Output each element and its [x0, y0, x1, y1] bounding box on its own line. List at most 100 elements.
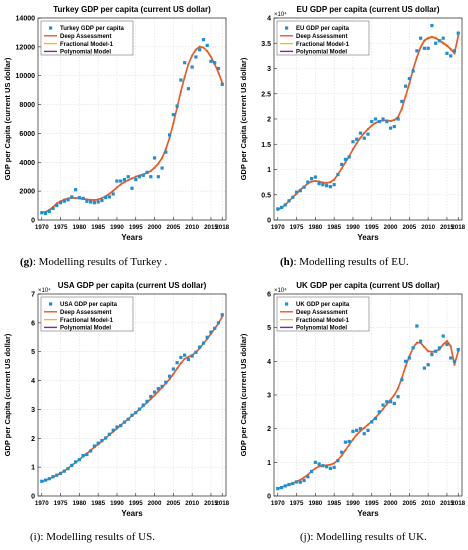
data-point: [51, 475, 55, 479]
data-point: [377, 410, 381, 414]
caption-tag: (h): [280, 256, 294, 268]
deep-marker: [344, 449, 347, 452]
deep-marker: [115, 186, 119, 189]
legend-label-polynomial: Polynomial Model: [60, 326, 111, 332]
data-point: [152, 156, 157, 160]
legend-label-deep: Deep Assessment: [296, 34, 347, 40]
plot-frame: [273, 293, 463, 497]
y-tick-label: 0: [267, 494, 271, 501]
x-axis-label: Years: [357, 233, 379, 242]
data-point: [430, 353, 434, 357]
deep-marker: [449, 48, 452, 51]
x-tick-label: 1985: [91, 224, 105, 231]
data-point: [62, 199, 66, 203]
deep-marker: [123, 181, 126, 184]
data-point: [392, 124, 396, 129]
deep-marker: [112, 189, 115, 192]
data-point: [130, 186, 134, 190]
deep-marker: [302, 476, 306, 479]
data-point: [190, 354, 194, 358]
x-tick-label: 1975: [290, 224, 304, 231]
data-point: [62, 469, 66, 473]
data-point: [434, 41, 438, 45]
deep-marker: [355, 433, 358, 436]
y-tick-label: 4000: [19, 160, 35, 167]
data-point: [437, 346, 442, 350]
deep-marker: [157, 162, 160, 165]
x-tick-label: 2010: [421, 500, 435, 507]
data-point: [426, 363, 430, 367]
x-tick-label: 1985: [327, 500, 341, 507]
y-tick-label: 2: [267, 117, 271, 124]
data-point: [347, 439, 351, 444]
legend-box: [276, 20, 370, 56]
data-point: [445, 51, 449, 55]
data-point: [85, 452, 89, 457]
data-point: [449, 356, 453, 360]
data-point: [130, 413, 134, 417]
deep-marker: [179, 362, 182, 365]
x-tick-label: 2000: [384, 224, 398, 231]
data-point: [419, 339, 423, 343]
x-tick-label: 1970: [35, 224, 49, 231]
y-tick-label: 6000: [19, 131, 35, 138]
deep-marker: [157, 390, 160, 393]
data-point: [419, 36, 423, 40]
x-tick-label: 1975: [54, 224, 68, 231]
deep-marker: [363, 132, 366, 135]
x-tick-label: 1970: [271, 500, 285, 507]
deep-marker: [329, 463, 332, 466]
deep-marker: [333, 462, 336, 465]
deep-marker: [404, 365, 407, 368]
data-point: [92, 201, 96, 205]
data-point: [171, 367, 175, 371]
data-point: [40, 211, 44, 215]
caption-text: : Modelling results of US.: [40, 531, 155, 543]
x-tick-label: 2015: [440, 500, 454, 507]
legend-label-deep: Deep Assessment: [60, 34, 111, 40]
legend-label-deep: Deep Assessment: [296, 310, 347, 316]
data-point: [137, 175, 142, 179]
data-point: [220, 313, 224, 317]
data-point: [152, 390, 157, 394]
data-point: [366, 428, 370, 432]
legend-label-deep: Deep Assessment: [60, 310, 111, 316]
data-point: [385, 400, 389, 404]
deep-marker: [359, 429, 362, 433]
data-point: [186, 87, 190, 91]
deep-marker: [370, 124, 373, 127]
data-point: [370, 119, 374, 124]
data-point: [422, 366, 426, 370]
data-point: [452, 49, 457, 53]
data-point: [81, 196, 85, 200]
y-tick-label: 4: [267, 16, 271, 23]
data-point: [362, 432, 366, 436]
deep-marker: [396, 387, 400, 390]
data-point: [92, 444, 96, 448]
chart-title: USA GDP per capita (current US dollar): [58, 281, 207, 290]
x-tick-label: 2000: [384, 500, 398, 507]
data-point: [321, 464, 325, 468]
deep-marker: [442, 343, 445, 346]
legend-label-fractional: Fractional Model-1: [60, 318, 114, 324]
data-point: [298, 480, 302, 484]
data-point: [198, 48, 202, 52]
data-point: [385, 119, 389, 124]
legend-label-polynomial: Polynomial Model: [296, 326, 347, 332]
data-point: [115, 425, 119, 429]
data-point: [441, 36, 445, 40]
plot-frame: [37, 293, 227, 497]
data-point: [198, 345, 202, 349]
data-point: [213, 61, 217, 65]
chart-usa: USA GDP per capita (current US dollar)01…: [3, 281, 230, 518]
data-point: [317, 182, 321, 186]
caption-text: : Modelling results of Turkey .: [32, 256, 168, 268]
deep-marker: [415, 341, 418, 344]
deep-marker: [427, 350, 430, 353]
data-point: [302, 185, 306, 189]
data-point: [313, 460, 317, 464]
deep-marker: [325, 182, 328, 185]
caption-usa: (i): Modelling results of US.: [30, 531, 155, 543]
data-point: [179, 78, 183, 82]
data-point: [107, 195, 112, 199]
